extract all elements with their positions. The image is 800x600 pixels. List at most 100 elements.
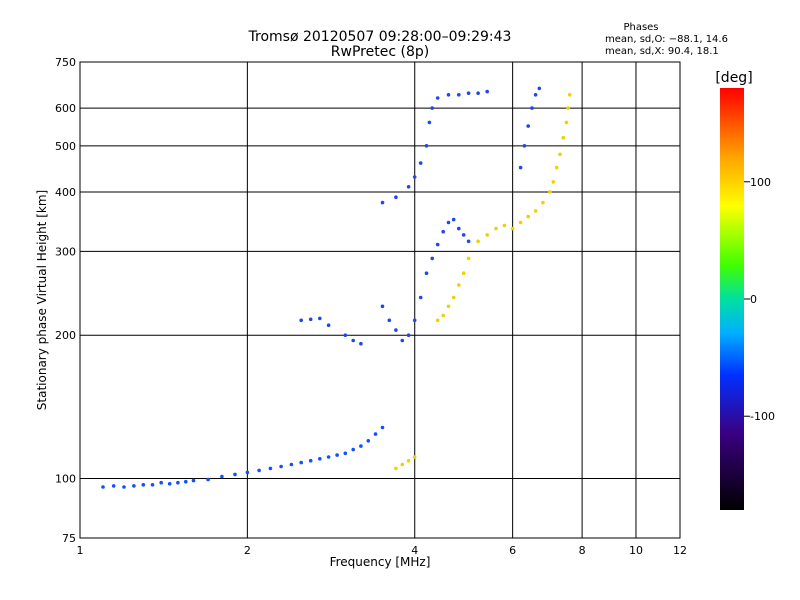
scatter-point <box>220 474 224 479</box>
scatter-point <box>380 200 385 205</box>
x-tick-label: 10 <box>629 544 643 557</box>
scatter-point <box>206 477 210 482</box>
scatter-point <box>318 457 322 461</box>
scatter-point <box>359 341 363 346</box>
scatter-point <box>418 295 423 300</box>
scatter-point <box>457 93 461 97</box>
colorbar-tick-label: -100 <box>750 410 775 423</box>
phases-line-o: mean, sd,O: −88.1, 14.6 <box>605 34 728 45</box>
scatter-point <box>400 462 405 467</box>
x-tick-label: 4 <box>411 544 418 557</box>
scatter-point <box>485 233 490 237</box>
scatter-point <box>299 460 304 465</box>
scatter-point <box>566 106 570 110</box>
scatter-point <box>435 318 440 323</box>
scatter-point <box>394 466 398 471</box>
scatter-point <box>387 318 392 323</box>
scatter-point <box>380 425 385 430</box>
scatter-point <box>446 93 451 97</box>
scatter-point <box>132 484 136 488</box>
scatter-point <box>326 323 331 328</box>
scatter-point <box>159 480 163 485</box>
scatter-point <box>122 485 126 489</box>
scatter-point <box>451 295 456 300</box>
scatter-point <box>446 304 451 309</box>
y-tick-label: 100 <box>55 473 76 486</box>
scatter-point <box>326 455 331 459</box>
y-tick-label: 500 <box>55 140 76 153</box>
chart-title: Tromsø 20120507 09:28:00–09:29:43 <box>248 29 512 45</box>
scatter-point <box>561 135 566 140</box>
scatter-point <box>366 439 371 443</box>
plot-frame <box>79 61 681 539</box>
scatter-point <box>318 316 322 321</box>
scatter-point <box>435 242 440 247</box>
scatter-point <box>418 161 423 165</box>
scatter-point <box>461 233 466 237</box>
scatter-point <box>257 468 261 473</box>
scatter-point <box>558 152 562 157</box>
scatter-point <box>176 480 180 485</box>
scatter-point <box>400 338 405 343</box>
scatter-point <box>457 226 461 231</box>
scatter-point <box>430 106 435 110</box>
colorbar-tick-label: 100 <box>750 176 771 189</box>
scatter-point <box>299 318 304 323</box>
grid <box>79 61 681 539</box>
x-tick-label: 6 <box>509 544 516 557</box>
scatter-point <box>141 483 146 487</box>
scatter-point <box>245 470 250 475</box>
scatter-point <box>343 333 348 338</box>
scatter-point <box>494 226 498 231</box>
scatter-point <box>530 106 534 110</box>
scatter-point <box>476 91 480 95</box>
x-axis-label: Frequency [MHz] <box>330 555 431 569</box>
scatter-point <box>394 195 398 199</box>
scatter-point <box>451 217 456 222</box>
scatter-point <box>373 432 378 436</box>
scatter-point <box>502 223 507 228</box>
phases-line-x: mean, sd,X: 90.4, 18.1 <box>605 46 719 57</box>
scatter-point <box>526 124 530 128</box>
scatter-point <box>167 482 172 486</box>
y-axis: 75 100 200 300 400 500 600 750 <box>55 56 76 545</box>
scatter-point <box>279 464 283 469</box>
colorbar-ticks: 100 0 -100 <box>744 176 775 423</box>
colorbar-tick-label: 0 <box>750 293 757 306</box>
scatter-point <box>343 451 348 456</box>
scatter-point <box>541 200 545 205</box>
scatter-point <box>406 333 411 338</box>
scatter-point <box>359 444 363 448</box>
scatter-point <box>518 165 523 170</box>
scatter-point <box>394 328 398 332</box>
phases-title: Phases <box>623 22 658 33</box>
scatter-point <box>548 190 552 194</box>
scatter-point <box>551 180 556 184</box>
y-tick-label: 600 <box>55 102 76 115</box>
scatter-point <box>308 458 313 463</box>
scatter-point <box>564 120 569 125</box>
scatter-point <box>427 120 432 125</box>
scatter-point <box>485 89 490 94</box>
scatter-point <box>351 338 356 343</box>
chart-subtitle: RwPretec (8p) <box>331 44 429 60</box>
scatter-point <box>289 462 294 467</box>
scatter-point <box>412 175 417 179</box>
scatter-point <box>510 226 515 231</box>
scatter-point <box>424 271 429 276</box>
scatter-point <box>526 214 530 219</box>
scatter-point <box>441 313 446 318</box>
x-tick-label: 1 <box>77 544 84 557</box>
scatter-point <box>406 458 411 463</box>
scatter-point <box>466 239 471 244</box>
scatter-point <box>308 317 313 322</box>
scatter-point <box>406 185 411 189</box>
scatter-points <box>101 86 572 489</box>
scatter-point <box>191 478 196 483</box>
scatter-point <box>567 93 572 97</box>
scatter-point <box>441 229 446 234</box>
scatter-point <box>412 455 417 459</box>
scatter-point <box>150 483 155 487</box>
scatter-point <box>268 466 273 471</box>
scatter-point <box>233 472 237 477</box>
